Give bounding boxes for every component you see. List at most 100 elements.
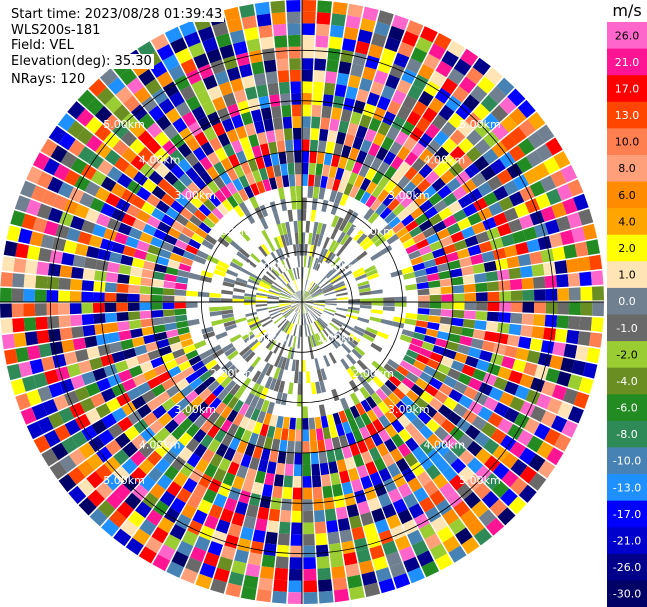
radar-gate — [200, 141, 215, 156]
radar-gate — [193, 340, 207, 350]
radar-gate — [48, 382, 64, 398]
radar-gate — [517, 99, 536, 119]
radar-gate — [526, 238, 541, 253]
radar-gate — [451, 276, 464, 286]
radar-gate — [238, 247, 250, 259]
radar-gate — [69, 448, 86, 466]
radar-gate — [427, 273, 440, 282]
colorbar-tick: 2.0 — [618, 242, 636, 255]
radar-gate — [401, 266, 414, 275]
radar-gate — [186, 290, 198, 297]
radar-gate — [274, 355, 282, 368]
radar-gate — [351, 478, 363, 493]
radar-gate — [275, 391, 283, 405]
radar-gate — [171, 425, 186, 441]
radar-gate — [360, 18, 376, 33]
radar-gate — [345, 432, 357, 446]
radar-gate — [365, 422, 378, 437]
radar-gate — [151, 317, 165, 326]
radar-gate — [496, 169, 513, 185]
radar-gate — [287, 269, 294, 281]
radar-gate — [145, 138, 162, 155]
radar-gate — [292, 336, 297, 348]
radar-gate — [265, 130, 276, 143]
radar-gate — [107, 423, 124, 439]
radar-gate — [40, 234, 55, 249]
radar-gate — [298, 371, 302, 384]
radar-gate — [369, 316, 382, 323]
radar-gate — [271, 284, 282, 292]
radar-gate — [290, 81, 301, 94]
radar-gate — [49, 461, 68, 480]
radar-gate — [193, 428, 207, 443]
radar-gate — [174, 302, 186, 309]
radar-gate — [453, 239, 468, 251]
radar-gate — [448, 389, 463, 403]
radar-gate — [549, 355, 564, 370]
radar-gate — [302, 290, 305, 302]
colorbar-tick: 8.0 — [618, 162, 636, 175]
radar-gate — [347, 258, 359, 268]
radar-gate — [122, 378, 137, 392]
radar-gate — [536, 393, 552, 410]
radar-gate — [286, 11, 301, 24]
radar-gate — [440, 169, 455, 185]
radar-gate — [79, 192, 95, 208]
radar-gate — [408, 503, 424, 519]
radar-gate — [81, 314, 95, 326]
radar-gate — [422, 185, 437, 199]
radar-gate — [394, 131, 409, 146]
radar-gate — [197, 291, 210, 298]
radar-gate — [533, 276, 546, 289]
radar-gate — [356, 250, 368, 261]
radar-gate — [189, 214, 203, 227]
radar-gate — [428, 280, 441, 288]
radar-gate — [427, 322, 440, 331]
radar-gate — [368, 117, 382, 132]
radar-gate — [185, 349, 199, 360]
radar-gate — [292, 312, 298, 324]
colorbar-tick: -1.0 — [616, 322, 637, 335]
radar-gate — [220, 232, 233, 244]
radar-gate — [125, 356, 140, 369]
radar-gate — [94, 270, 107, 282]
radar-gate — [336, 72, 350, 86]
radar-gate — [278, 299, 291, 302]
radar-gate — [441, 302, 453, 310]
radar-gate — [403, 408, 417, 423]
radar-gate — [577, 331, 591, 346]
radar-gate — [510, 290, 523, 301]
radar-gate — [176, 397, 190, 411]
radar-gate — [338, 265, 349, 275]
radar-gate — [348, 147, 360, 161]
radar-gate — [341, 270, 353, 279]
radar-gate — [249, 395, 260, 409]
radar-gate — [265, 71, 278, 84]
radar-gate — [557, 288, 570, 301]
radar-gate — [109, 341, 123, 354]
radar-gate — [508, 370, 523, 385]
radar-gate — [176, 487, 192, 504]
radar-gate — [405, 201, 419, 214]
radar-gate — [198, 204, 212, 217]
radar-gate — [338, 61, 352, 75]
radar-gate — [322, 236, 330, 249]
radar-gate — [271, 12, 286, 25]
radar-gate — [235, 150, 248, 165]
radar-gate — [97, 500, 116, 518]
radar-gate — [266, 520, 279, 533]
radar-gate — [477, 207, 493, 221]
radar-gate — [493, 343, 507, 356]
radar-gate — [129, 121, 146, 138]
radar-gate — [101, 518, 120, 537]
radar-gate — [192, 146, 207, 161]
radar-gate — [377, 493, 392, 508]
radar-gate — [462, 409, 478, 424]
colorbar-segment — [607, 394, 647, 422]
radar-gate — [202, 217, 216, 229]
radar-gate — [382, 503, 397, 519]
radar-gate — [10, 378, 26, 396]
radar-gate — [480, 94, 499, 113]
radar-gate — [487, 302, 500, 312]
radar-gate — [521, 277, 534, 290]
